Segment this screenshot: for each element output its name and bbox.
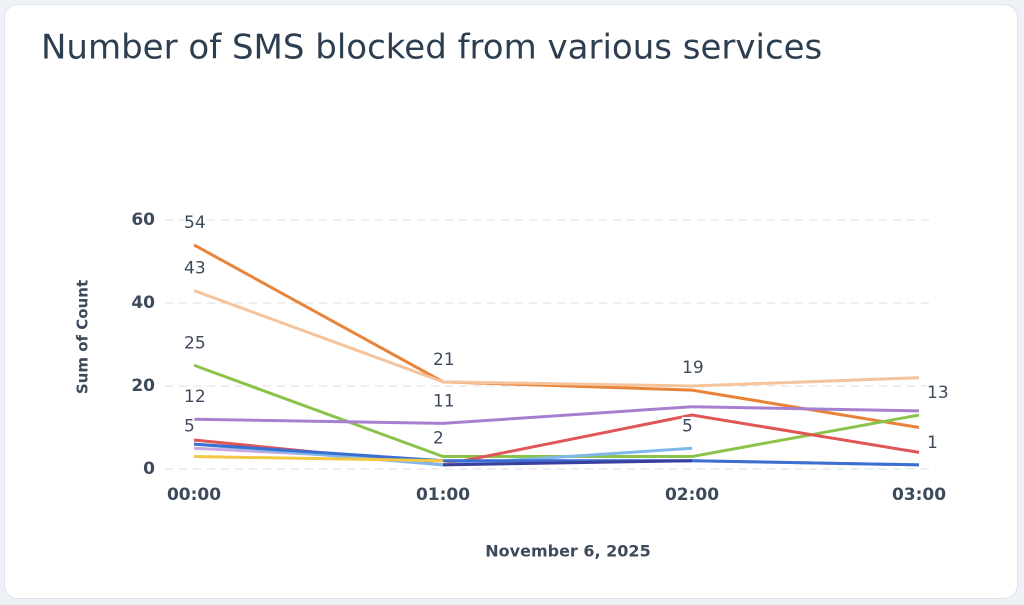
y-axis-label: Sum of Count bbox=[74, 280, 92, 394]
data-label: 54 bbox=[184, 213, 206, 233]
card: Number of SMS blocked from various servi… bbox=[4, 4, 1018, 599]
series-line bbox=[193, 243, 920, 429]
x-axis-label: November 6, 2025 bbox=[485, 542, 650, 561]
x-tick-label: 03:00 bbox=[892, 485, 946, 505]
data-label: 21 bbox=[433, 350, 455, 370]
x-tick-label: 02:00 bbox=[665, 485, 719, 505]
y-tick-label: 60 bbox=[131, 210, 155, 230]
data-label: 5 bbox=[682, 416, 693, 436]
data-label: 5 bbox=[184, 416, 195, 436]
data-label: 19 bbox=[682, 358, 704, 378]
data-label: 1 bbox=[927, 433, 938, 453]
series-line bbox=[193, 289, 920, 388]
series-line bbox=[442, 459, 693, 467]
data-label: 13 bbox=[927, 383, 949, 403]
data-label: 43 bbox=[184, 259, 206, 279]
y-tick-label: 40 bbox=[131, 293, 155, 313]
series-line bbox=[193, 442, 920, 467]
x-tick-label: 01:00 bbox=[416, 485, 470, 505]
series-line bbox=[193, 455, 444, 463]
x-tick-label: 00:00 bbox=[167, 485, 221, 505]
series-line bbox=[193, 405, 920, 425]
data-label: 25 bbox=[184, 333, 206, 353]
data-label: 12 bbox=[184, 387, 206, 407]
data-label: 2 bbox=[433, 429, 444, 449]
y-tick-label: 0 bbox=[143, 459, 155, 479]
data-label: 11 bbox=[433, 391, 455, 411]
chart-title: Number of SMS blocked from various servi… bbox=[41, 28, 822, 68]
y-tick-label: 20 bbox=[131, 376, 155, 396]
chart: Number of SMS blocked from various servi… bbox=[41, 28, 951, 561]
